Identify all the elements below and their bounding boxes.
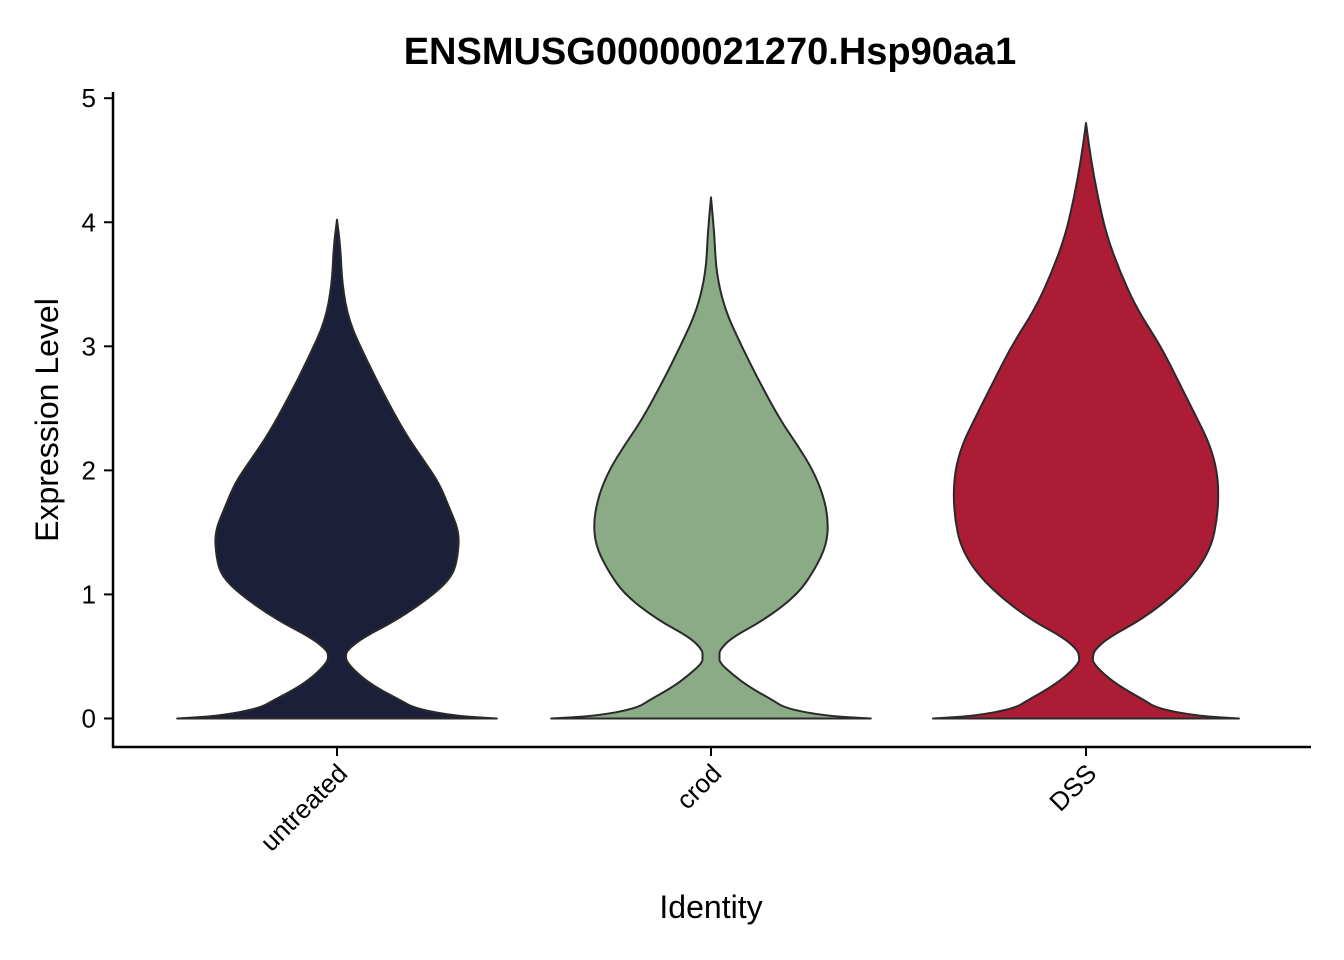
violins-group: [176, 122, 1240, 720]
y-tick-label: 5: [82, 83, 96, 113]
x-tick-label-dss: DSS: [1043, 758, 1102, 817]
y-tick-label: 4: [82, 207, 96, 237]
violin-dss: [932, 122, 1240, 720]
x-ticks-group: untreated crod DSS: [254, 747, 1102, 857]
chart-title: ENSMUSG00000021270.Hsp90aa1: [404, 31, 1017, 73]
violin-crod: [550, 196, 872, 720]
x-axis-title: Identity: [659, 889, 762, 925]
y-tick-label: 1: [82, 579, 96, 609]
y-tick-label: 2: [82, 455, 96, 485]
y-ticks-group: 0 1 2 3 4 5: [82, 83, 113, 733]
y-axis-title: Expression Level: [29, 298, 65, 542]
x-tick-label-crod: crod: [670, 758, 727, 815]
violin-untreated: [176, 218, 498, 720]
x-tick-label-untreated: untreated: [254, 758, 353, 857]
y-tick-label: 0: [82, 703, 96, 733]
y-tick-label: 3: [82, 331, 96, 361]
